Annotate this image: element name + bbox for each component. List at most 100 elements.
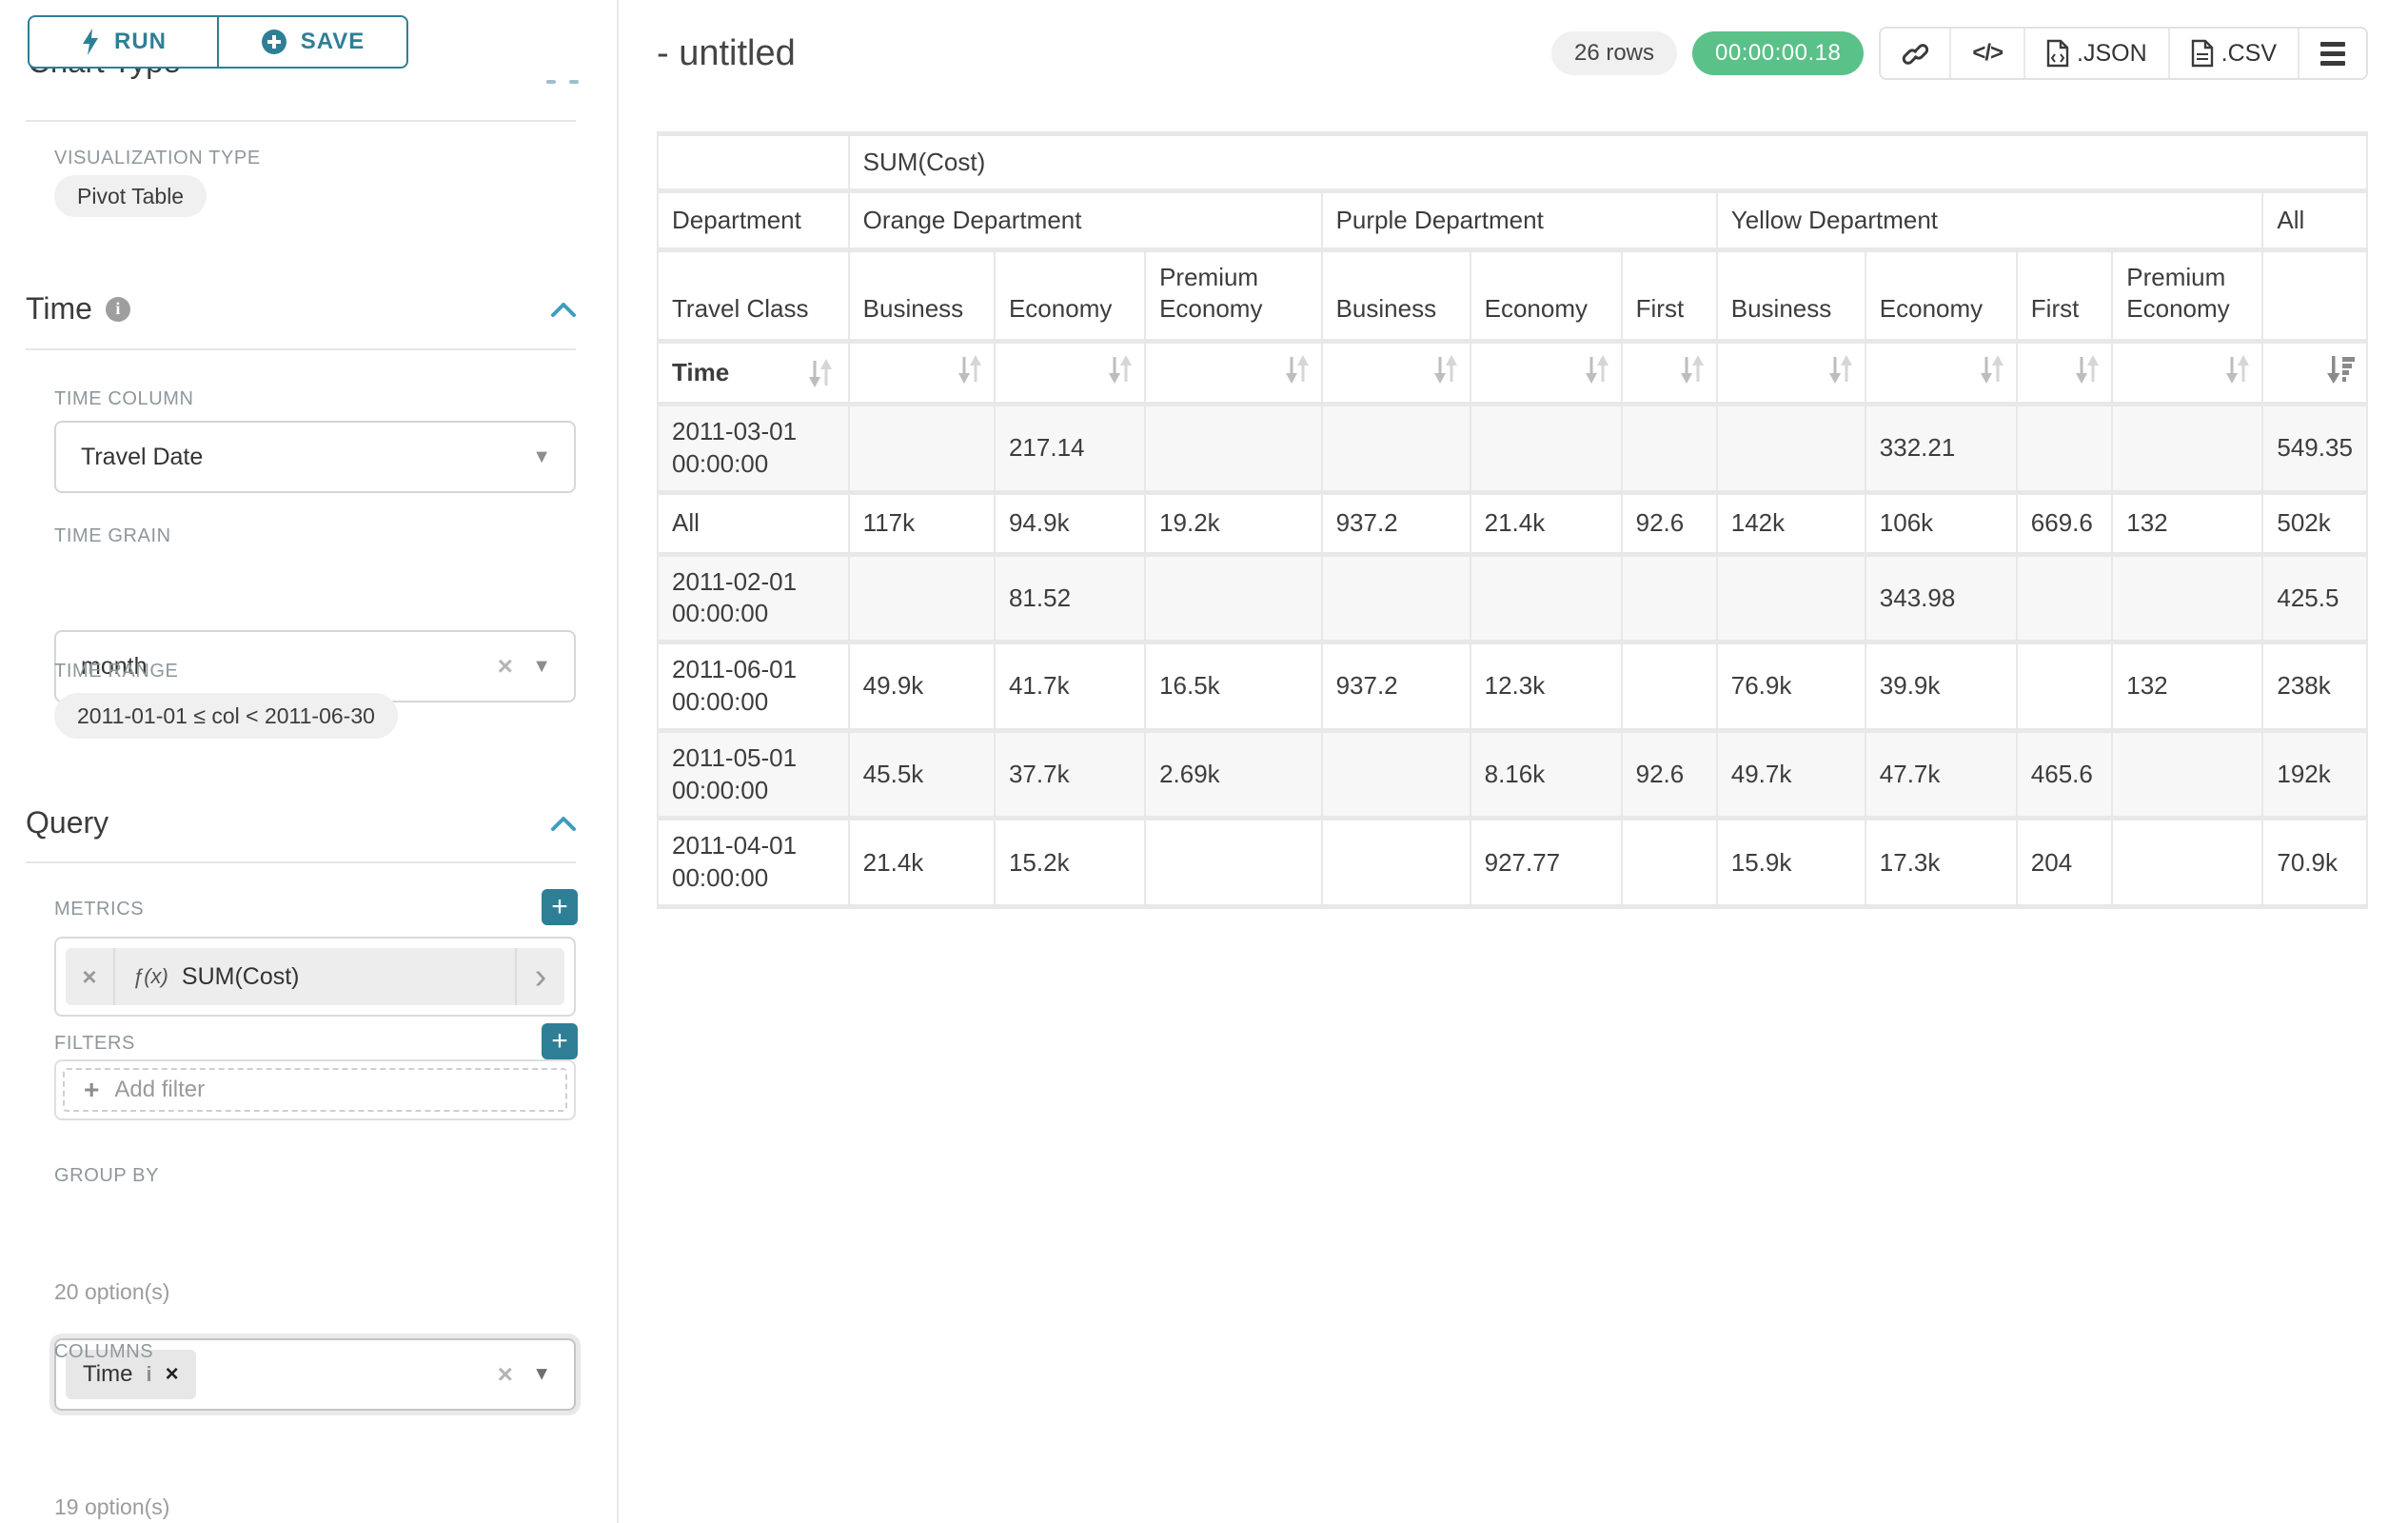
pivot-cell xyxy=(1323,733,1470,817)
section-divider xyxy=(26,861,576,863)
pivot-table-container: SUM(Cost)DepartmentOrange DepartmentPurp… xyxy=(657,131,2368,909)
add-filter-button[interactable]: + Add filter xyxy=(63,1068,567,1112)
sort-arrows-icon[interactable] xyxy=(2073,353,2102,386)
col-dimension-header: Department xyxy=(659,193,848,247)
travel-class-header: Premium Economy xyxy=(2113,252,2261,339)
metrics-control: × ƒ(x) SUM(Cost) › xyxy=(54,937,576,1017)
travel-class-header xyxy=(2263,252,2366,339)
view-query-button[interactable]: </> xyxy=(1951,29,2025,78)
sort-column-header[interactable] xyxy=(1718,344,1865,402)
chevron-right-icon[interactable]: › xyxy=(515,948,564,1005)
sort-column-header[interactable] xyxy=(996,344,1144,402)
sort-arrows-icon[interactable] xyxy=(1583,353,1611,386)
file-json-icon xyxy=(2046,39,2069,68)
columns-label: COLUMNS xyxy=(54,1341,153,1363)
sort-column-header[interactable] xyxy=(2263,344,2366,402)
group-by-options-count: 20 option(s) xyxy=(54,1279,169,1305)
sort-arrows-icon[interactable] xyxy=(1106,353,1135,386)
time-column-label: TIME COLUMN xyxy=(54,388,194,410)
pivot-cell: 21.4k xyxy=(1471,495,1621,552)
sort-arrows-icon[interactable] xyxy=(2223,353,2252,386)
time-column-select[interactable]: Travel Date ▼ xyxy=(54,421,576,493)
function-icon: ƒ(x) xyxy=(132,964,168,989)
chevron-up-icon[interactable] xyxy=(551,302,576,317)
pivot-cell: 132 xyxy=(2113,495,2261,552)
table-row: 2011-05-01 00:00:0045.5k37.7k2.69k8.16k9… xyxy=(659,733,2366,817)
control-panel: Chart Type RUN SAVE VISUALIZATION TYPE P… xyxy=(0,0,619,1523)
time-range-value-pill[interactable]: 2011-01-01 ≤ col < 2011-06-30 xyxy=(54,693,398,739)
pivot-cell xyxy=(1623,644,1716,728)
sort-column-header[interactable] xyxy=(1623,344,1716,402)
viz-type-label: VISUALIZATION TYPE xyxy=(54,148,261,169)
export-csv-button[interactable]: .CSV xyxy=(2170,29,2299,78)
sort-arrows-icon[interactable] xyxy=(806,357,835,389)
sort-column-header[interactable] xyxy=(1866,344,2016,402)
pivot-cell: 2.69k xyxy=(1146,733,1321,817)
section-divider xyxy=(26,120,576,122)
filters-label: FILTERS xyxy=(54,1033,135,1055)
sort-arrows-icon[interactable] xyxy=(1431,353,1460,386)
pivot-cell xyxy=(850,557,994,641)
pivot-cell: 47.7k xyxy=(1866,733,2016,817)
sort-descending-bars-icon[interactable] xyxy=(2326,353,2357,386)
sort-arrows-icon[interactable] xyxy=(1678,353,1707,386)
run-save-button-group: RUN SAVE xyxy=(28,15,408,69)
share-link-button[interactable] xyxy=(1881,29,1951,78)
export-json-button[interactable]: .JSON xyxy=(2025,29,2170,78)
sort-column-header[interactable] xyxy=(2113,344,2261,402)
pivot-cell xyxy=(1146,406,1321,490)
pivot-cell: 204 xyxy=(2018,821,2111,904)
sort-column-header[interactable] xyxy=(1471,344,1621,402)
travel-class-header: Economy xyxy=(1471,252,1621,339)
remove-tag-icon[interactable]: × xyxy=(166,1361,179,1388)
row-dimension-header: Time xyxy=(659,344,848,402)
save-button-label: SAVE xyxy=(301,29,365,55)
travel-class-header: First xyxy=(2018,252,2111,339)
table-row: 2011-06-01 00:00:0049.9k41.7k16.5k937.21… xyxy=(659,644,2366,728)
pivot-cell: 8.16k xyxy=(1471,733,1621,817)
pivot-cell: 937.2 xyxy=(1323,644,1470,728)
sort-arrows-icon[interactable] xyxy=(1283,353,1312,386)
file-csv-icon xyxy=(2191,39,2214,68)
pivot-cell xyxy=(850,406,994,490)
corner-cell xyxy=(659,136,848,188)
pivot-cell: 94.9k xyxy=(996,495,1144,552)
plus-icon: + xyxy=(84,1075,99,1105)
pivot-cell xyxy=(1146,557,1321,641)
sort-arrows-icon[interactable] xyxy=(1826,353,1855,386)
sort-column-header[interactable] xyxy=(1323,344,1470,402)
sort-arrows-icon[interactable] xyxy=(956,353,984,386)
time-section-header[interactable]: Time i xyxy=(26,291,576,326)
chart-toolbar: </> .JSON .CSV xyxy=(1879,27,2368,80)
pivot-cell: 49.9k xyxy=(850,644,994,728)
more-options-button[interactable] xyxy=(2299,29,2366,78)
pivot-cell xyxy=(1623,821,1716,904)
sort-arrows-icon[interactable] xyxy=(1978,353,2006,386)
sort-column-header[interactable] xyxy=(1146,344,1321,402)
add-filter-plus-button[interactable]: + xyxy=(542,1023,578,1059)
pivot-cell xyxy=(1323,821,1470,904)
pivot-cell: 81.52 xyxy=(996,557,1144,641)
lightning-bolt-icon xyxy=(80,28,101,56)
chevron-down-icon: ▼ xyxy=(532,446,551,468)
metric-pill[interactable]: × ƒ(x) SUM(Cost) › xyxy=(66,948,564,1005)
query-section-header[interactable]: Query xyxy=(26,805,576,841)
save-button[interactable]: SAVE xyxy=(218,15,408,69)
sort-column-header[interactable] xyxy=(2018,344,2111,402)
sort-column-header[interactable] xyxy=(850,344,994,402)
chevron-up-icon[interactable] xyxy=(551,816,576,831)
x-icon[interactable]: × xyxy=(498,1359,513,1390)
add-metric-button[interactable]: + xyxy=(542,889,578,925)
pivot-cell: 37.7k xyxy=(996,733,1144,817)
table-row: 2011-03-01 00:00:00217.14332.21549.35 xyxy=(659,406,2366,490)
viz-type-value-pill[interactable]: Pivot Table xyxy=(54,175,207,217)
remove-metric-icon[interactable]: × xyxy=(66,948,115,1005)
time-grain-label: TIME GRAIN xyxy=(54,525,171,547)
department-header: All xyxy=(2263,193,2366,247)
x-icon[interactable]: × xyxy=(498,651,513,682)
run-button[interactable]: RUN xyxy=(28,15,218,69)
travel-class-header: First xyxy=(1623,252,1716,339)
chart-title[interactable]: - untitled xyxy=(657,33,796,74)
pivot-cell: 76.9k xyxy=(1718,644,1865,728)
pivot-cell xyxy=(1471,406,1621,490)
